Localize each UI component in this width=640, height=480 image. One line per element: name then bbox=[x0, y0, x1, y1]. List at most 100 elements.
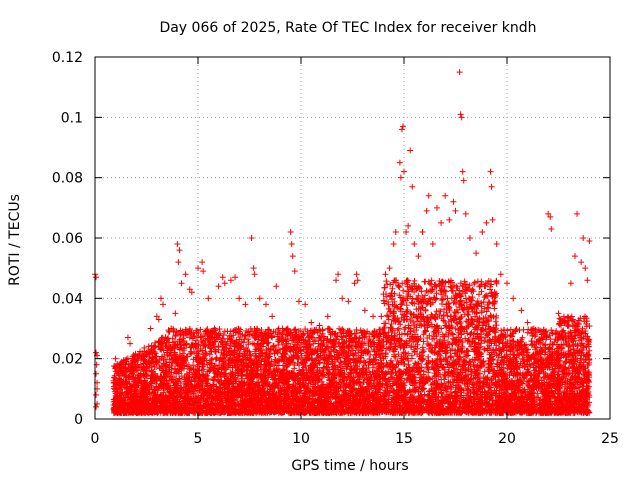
data-point bbox=[183, 370, 190, 377]
data-point bbox=[291, 268, 298, 275]
data-point bbox=[205, 295, 212, 302]
data-point bbox=[250, 265, 257, 272]
data-point bbox=[308, 319, 315, 326]
data-point bbox=[548, 225, 555, 232]
data-point bbox=[221, 280, 228, 287]
data-point bbox=[386, 265, 393, 272]
data-point bbox=[178, 280, 185, 287]
data-point bbox=[415, 253, 422, 260]
data-point bbox=[450, 198, 457, 205]
data-point bbox=[399, 280, 406, 287]
data-point bbox=[549, 341, 556, 348]
data-point bbox=[584, 277, 591, 284]
data-point bbox=[481, 368, 488, 375]
data-point bbox=[425, 192, 432, 199]
data-point bbox=[93, 403, 100, 410]
data-point bbox=[390, 241, 397, 248]
data-point bbox=[462, 210, 469, 217]
data-point bbox=[541, 351, 548, 358]
data-point bbox=[236, 295, 243, 302]
data-point bbox=[438, 219, 445, 226]
data-point bbox=[182, 271, 189, 278]
data-point bbox=[382, 271, 389, 278]
data-point bbox=[302, 301, 309, 308]
data-point bbox=[392, 228, 399, 235]
data-point bbox=[93, 391, 100, 398]
data-point bbox=[195, 265, 201, 272]
data-point bbox=[425, 353, 432, 360]
data-point bbox=[582, 265, 589, 272]
data-point bbox=[93, 370, 100, 377]
data-point bbox=[504, 280, 510, 287]
data-point bbox=[219, 274, 226, 281]
data-point bbox=[580, 235, 587, 241]
data-point bbox=[93, 274, 100, 281]
data-point bbox=[157, 295, 164, 302]
data-point bbox=[335, 271, 342, 278]
data-point bbox=[497, 271, 504, 278]
data-point bbox=[457, 111, 464, 118]
data-point bbox=[510, 295, 517, 302]
data-point bbox=[489, 216, 496, 223]
data-point bbox=[295, 298, 302, 305]
data-point bbox=[269, 313, 276, 320]
data-point bbox=[174, 241, 181, 248]
data-point bbox=[351, 280, 358, 287]
data-point bbox=[403, 228, 410, 235]
data-point bbox=[493, 241, 500, 248]
data-point bbox=[473, 250, 480, 257]
data-point bbox=[574, 210, 581, 217]
data-point bbox=[545, 210, 552, 217]
data-point bbox=[339, 295, 346, 302]
data-point bbox=[193, 337, 200, 344]
data-point bbox=[324, 374, 331, 381]
data-point bbox=[396, 159, 403, 166]
data-point bbox=[175, 259, 182, 266]
data-point bbox=[407, 147, 414, 154]
data-point bbox=[409, 183, 416, 190]
data-point bbox=[378, 347, 385, 354]
data-point bbox=[448, 330, 455, 337]
data-point bbox=[227, 277, 234, 284]
data-point bbox=[256, 295, 263, 302]
data-point bbox=[395, 325, 402, 332]
data-point bbox=[242, 301, 249, 308]
data-point bbox=[370, 313, 377, 320]
data-point bbox=[287, 228, 294, 235]
data-point bbox=[433, 204, 440, 211]
data-point bbox=[567, 280, 574, 287]
data-point bbox=[488, 183, 495, 190]
data-point bbox=[487, 168, 494, 175]
data-point bbox=[401, 168, 407, 175]
data-point bbox=[460, 177, 467, 184]
data-point bbox=[172, 310, 179, 317]
data-point bbox=[288, 241, 295, 248]
data-point bbox=[385, 329, 392, 336]
data-point bbox=[93, 349, 100, 356]
data-point bbox=[273, 283, 280, 290]
data-point bbox=[147, 325, 154, 332]
data-point bbox=[345, 298, 352, 305]
data-point bbox=[458, 114, 465, 121]
data-point bbox=[378, 313, 385, 320]
data-point bbox=[483, 219, 490, 226]
data-point bbox=[176, 247, 183, 254]
data-point bbox=[333, 277, 340, 284]
data-point bbox=[199, 259, 206, 266]
data-point bbox=[398, 126, 405, 133]
data-point bbox=[232, 274, 239, 281]
data-point bbox=[399, 123, 406, 130]
data-point bbox=[454, 321, 461, 328]
data-point bbox=[353, 271, 360, 278]
data-point bbox=[112, 355, 119, 362]
data-point bbox=[411, 241, 418, 248]
data-point bbox=[518, 307, 525, 314]
data-point bbox=[507, 326, 514, 333]
data-point bbox=[405, 222, 412, 229]
data-point bbox=[394, 304, 401, 311]
data-point bbox=[248, 235, 255, 241]
data-point bbox=[548, 327, 555, 334]
grid-lines bbox=[95, 57, 610, 419]
data-point bbox=[155, 316, 162, 323]
